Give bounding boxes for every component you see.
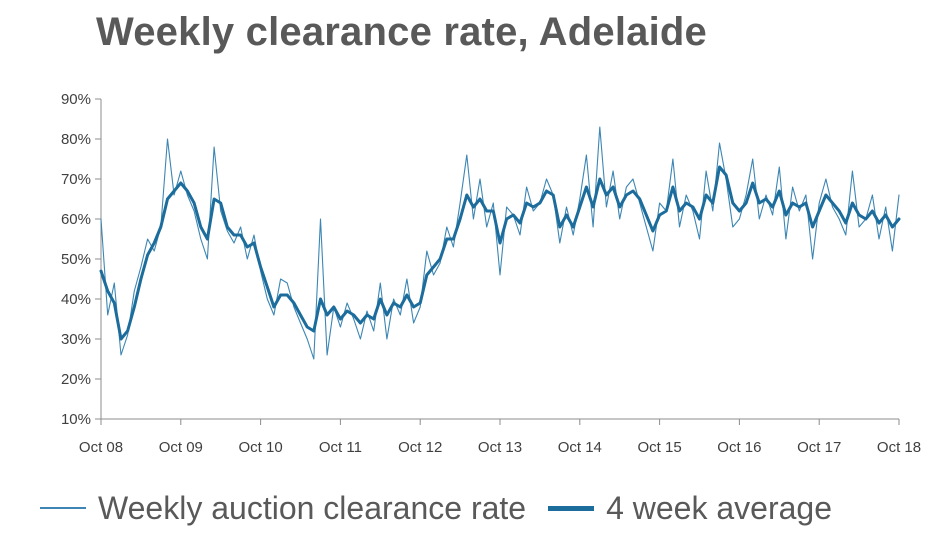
legend-swatch-average xyxy=(548,505,595,511)
x-tick-label: Oct 10 xyxy=(239,439,283,456)
x-tick-label: Oct 18 xyxy=(877,439,921,456)
x-tick-label: Oct 08 xyxy=(79,439,123,456)
legend-swatch-weekly xyxy=(40,507,86,509)
y-axis: 10% 20% 30% 40% 50% 60% 70% 80% 90% xyxy=(61,91,102,428)
series-line-average xyxy=(99,165,901,341)
legend-item-average: 4 week average xyxy=(548,490,832,527)
series-line-weekly xyxy=(100,126,900,360)
x-axis: Oct 08 Oct 09 Oct 10 Oct 11 Oct 12 Oct 13 Oct … xyxy=(79,418,921,456)
chart-title: Weekly clearance rate, Adelaide xyxy=(96,10,707,54)
series-layer xyxy=(99,126,901,360)
y-tick-label: 20% xyxy=(61,371,91,388)
line-chart: 10% 20% 30% 40% 50% 60% 70% 80% 90% Oct 08 Oct 09… xyxy=(61,91,921,456)
y-tick-label: 80% xyxy=(61,131,91,148)
y-tick-label: 70% xyxy=(61,171,91,188)
legend-label-average: 4 week average xyxy=(606,489,832,526)
y-tick-label: 60% xyxy=(61,211,91,228)
x-tick-label: Oct 12 xyxy=(398,439,442,456)
y-tick-label: 50% xyxy=(61,251,91,268)
legend-item-weekly: Weekly auction clearance rate xyxy=(40,490,526,527)
y-tick-label: 10% xyxy=(61,411,91,428)
x-tick-label: Oct 15 xyxy=(638,439,682,456)
y-tick-label: 30% xyxy=(61,331,91,348)
x-tick-label: Oct 11 xyxy=(319,439,362,456)
x-tick-label: Oct 16 xyxy=(717,439,761,456)
legend: Weekly auction clearance rate 4 week ave… xyxy=(40,486,832,530)
legend-label-weekly: Weekly auction clearance rate xyxy=(98,489,527,526)
y-tick-label: 90% xyxy=(61,91,91,108)
y-tick-label: 40% xyxy=(61,291,91,308)
x-tick-label: Oct 14 xyxy=(558,439,602,456)
x-tick-label: Oct 09 xyxy=(159,439,203,456)
x-tick-label: Oct 17 xyxy=(797,439,841,456)
x-tick-label: Oct 13 xyxy=(478,439,522,456)
